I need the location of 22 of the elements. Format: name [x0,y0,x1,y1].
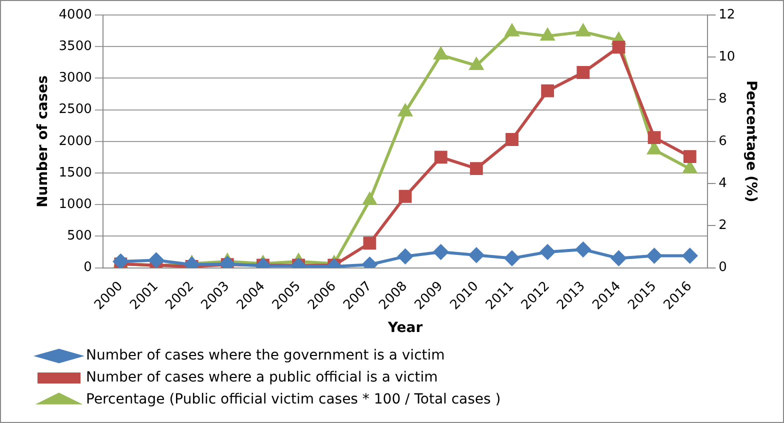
y-axis-title: Number of cases [35,75,52,208]
x-axis-title: Year [386,320,423,336]
y2-axis-title: Percentage (%) [742,80,759,202]
legend-label: Number of cases where a public official is a victim [86,370,438,386]
y-tick-label: 2000 [58,134,92,149]
y2-tick-label: 0 [718,260,727,276]
y2-tick-label: 10 [718,50,736,65]
y-tick-label: 2500 [58,102,92,118]
y2-tick-label: 4 [718,176,727,191]
y2-tick-label: 8 [718,92,727,107]
y-tick-label: 0 [84,260,92,276]
y-tick-label: 4000 [58,7,92,22]
y-tick-label: 1500 [58,165,92,180]
y-tick-label: 3000 [58,70,92,86]
legend-label: Percentage (Public official victim cases * 100 / Total cases ) [86,392,501,408]
y-tick-label: 500 [67,228,92,244]
y2-tick-label: 12 [718,7,736,22]
y2-tick-label: 2 [718,218,727,234]
legend-label: Number of cases where the government is a victim [86,348,445,364]
y2-tick-label: 6 [718,134,727,149]
y-tick-label: 1000 [58,196,92,212]
y-tick-label: 3500 [58,38,92,54]
